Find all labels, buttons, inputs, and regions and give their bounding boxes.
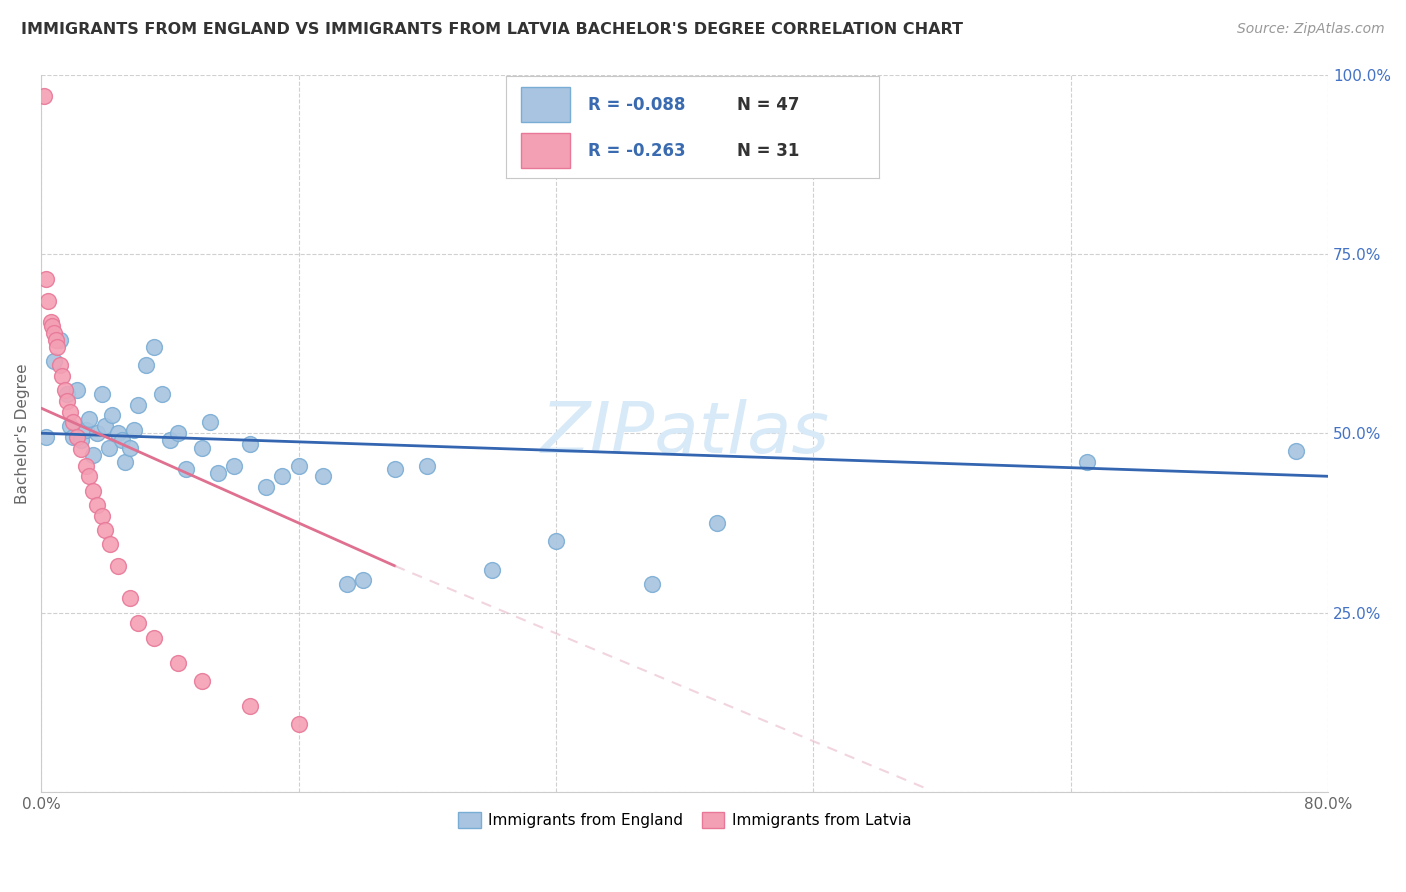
Point — [41, 318, 63, 333]
Point — [142, 340, 165, 354]
Point — [34, 89, 56, 103]
Point — [142, 631, 165, 645]
Point — [79, 412, 101, 426]
Point — [166, 656, 188, 670]
Text: N = 47: N = 47 — [737, 95, 800, 113]
Point — [287, 716, 309, 731]
Point — [98, 537, 121, 551]
Point — [53, 383, 76, 397]
Point — [311, 469, 333, 483]
Point — [56, 394, 79, 409]
Point — [42, 326, 65, 340]
Point — [75, 423, 97, 437]
Point — [1076, 455, 1098, 469]
Point — [75, 458, 97, 473]
Point — [91, 508, 114, 523]
Point — [150, 386, 173, 401]
Point — [287, 458, 309, 473]
FancyBboxPatch shape — [522, 87, 569, 122]
Point — [46, 340, 69, 354]
Point — [127, 398, 149, 412]
Point — [110, 434, 132, 448]
Point — [59, 405, 82, 419]
Point — [94, 523, 117, 537]
Point — [65, 383, 87, 397]
Text: Source: ZipAtlas.com: Source: ZipAtlas.com — [1237, 22, 1385, 37]
Point — [118, 441, 141, 455]
Point — [135, 358, 157, 372]
Text: N = 31: N = 31 — [737, 142, 800, 160]
Point — [159, 434, 181, 448]
Point — [544, 533, 567, 548]
Point — [94, 419, 117, 434]
Point — [198, 416, 221, 430]
Point — [166, 426, 188, 441]
Point — [207, 466, 229, 480]
Point — [101, 409, 124, 423]
Point — [191, 441, 214, 455]
Point — [70, 442, 93, 456]
Point — [416, 458, 439, 473]
Point — [86, 498, 108, 512]
Point — [91, 386, 114, 401]
FancyBboxPatch shape — [522, 133, 569, 168]
Point — [45, 333, 67, 347]
Point — [35, 430, 58, 444]
Y-axis label: Bachelor's Degree: Bachelor's Degree — [15, 363, 30, 504]
Point — [70, 434, 93, 448]
Point — [191, 673, 214, 688]
Point — [56, 386, 79, 401]
Point — [114, 455, 136, 469]
Point — [174, 462, 197, 476]
Point — [39, 315, 62, 329]
Point — [254, 480, 277, 494]
Point — [1285, 444, 1308, 458]
Point — [352, 574, 374, 588]
Text: IMMIGRANTS FROM ENGLAND VS IMMIGRANTS FROM LATVIA BACHELOR'S DEGREE CORRELATION : IMMIGRANTS FROM ENGLAND VS IMMIGRANTS FR… — [21, 22, 963, 37]
Point — [127, 616, 149, 631]
Text: ZIPatlas: ZIPatlas — [540, 399, 830, 467]
Point — [82, 448, 104, 462]
Point — [124, 423, 146, 437]
Point — [107, 558, 129, 573]
Point — [271, 469, 294, 483]
Point — [79, 469, 101, 483]
Text: R = -0.088: R = -0.088 — [588, 95, 686, 113]
Point — [239, 437, 262, 451]
Point — [35, 272, 58, 286]
Point — [336, 577, 359, 591]
Point — [82, 483, 104, 498]
Legend: Immigrants from England, Immigrants from Latvia: Immigrants from England, Immigrants from… — [451, 806, 918, 835]
Point — [65, 430, 87, 444]
Point — [97, 441, 120, 455]
Point — [86, 426, 108, 441]
Point — [51, 368, 73, 383]
Point — [107, 426, 129, 441]
Point — [706, 516, 728, 530]
Point — [59, 419, 82, 434]
Point — [42, 354, 65, 368]
Point — [641, 577, 664, 591]
Point — [118, 591, 141, 606]
Point — [62, 430, 84, 444]
Point — [62, 416, 84, 430]
Point — [481, 563, 503, 577]
Point — [49, 333, 72, 347]
Point — [49, 358, 72, 372]
Text: R = -0.263: R = -0.263 — [588, 142, 686, 160]
Point — [224, 458, 246, 473]
Point — [239, 698, 262, 713]
Point — [37, 293, 59, 308]
Point — [384, 462, 406, 476]
